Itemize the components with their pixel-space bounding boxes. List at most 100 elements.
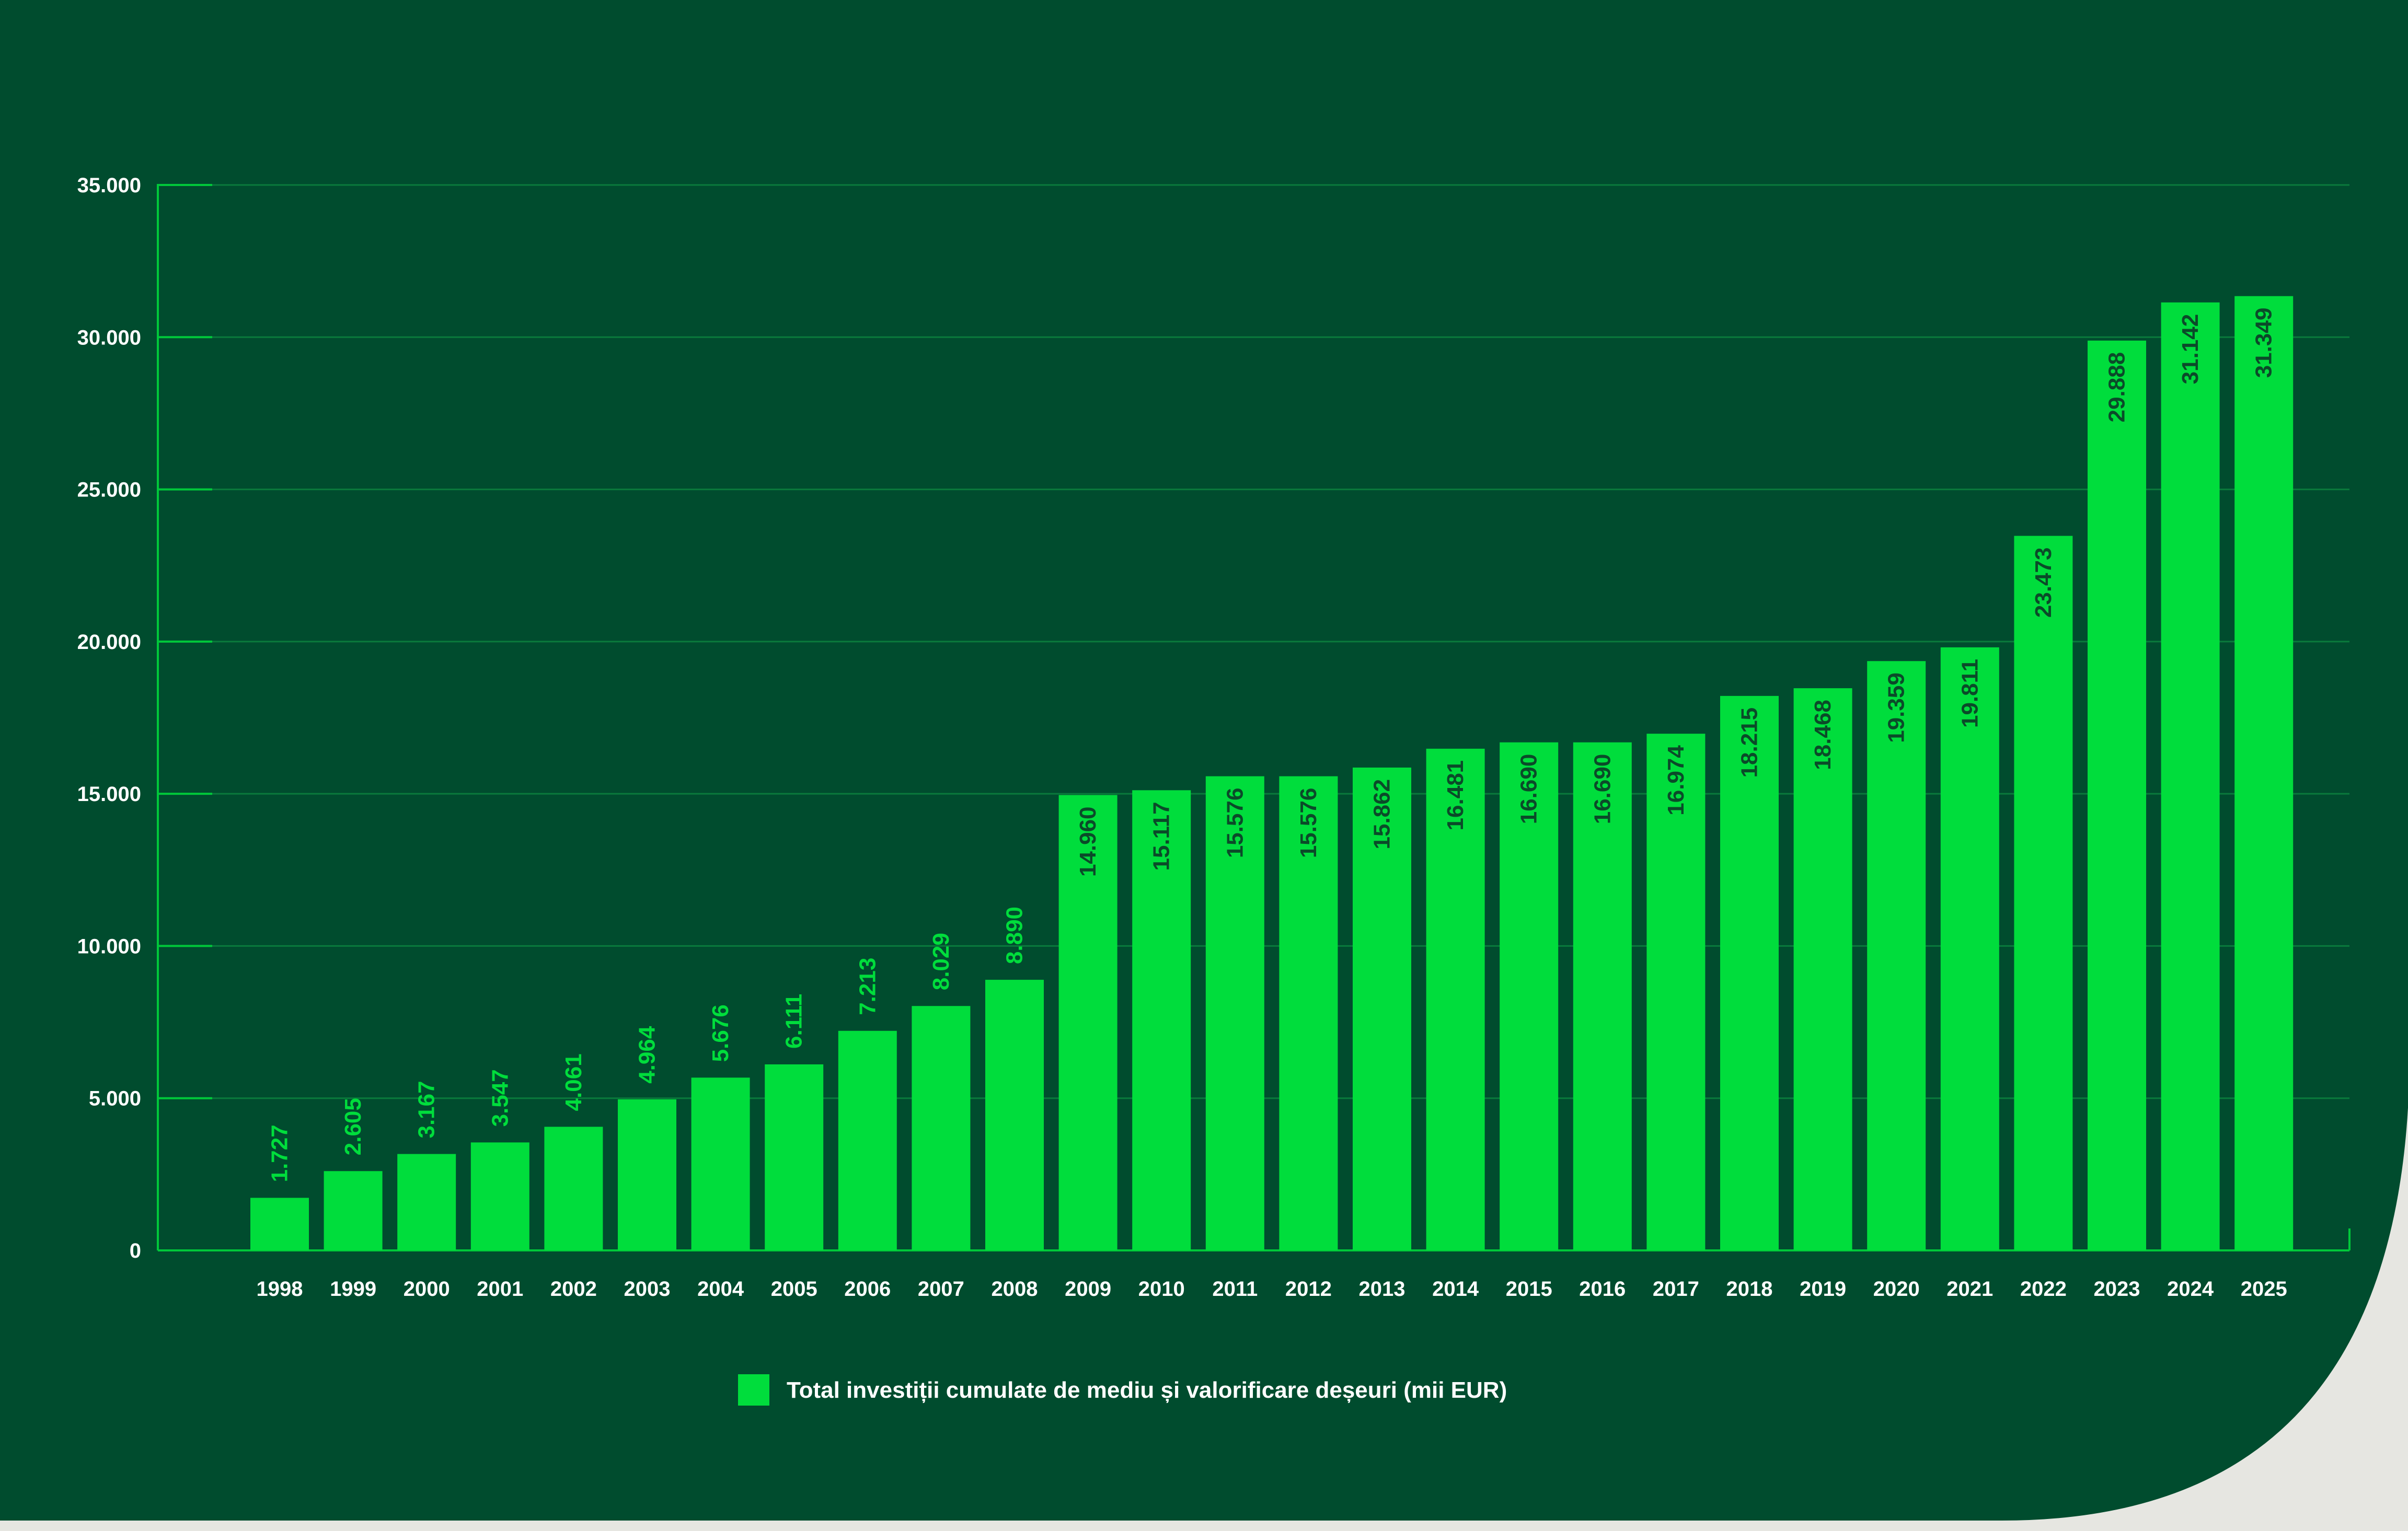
y-tick-label: 30.000 <box>77 326 141 349</box>
legend-label: Total investiții cumulate de mediu și va… <box>787 1377 1507 1403</box>
x-tick-label: 2003 <box>624 1278 671 1301</box>
x-tick-label: 2024 <box>2167 1278 2214 1301</box>
bar-2001 <box>470 1142 529 1250</box>
bar-2017 <box>1646 734 1706 1250</box>
bar-2016 <box>1573 742 1632 1250</box>
x-tick-label: 2010 <box>1138 1278 1185 1301</box>
y-tick-label: 20.000 <box>77 631 141 654</box>
x-tick-label: 2023 <box>2094 1278 2140 1301</box>
value-label-2003: 4.964 <box>635 1026 660 1084</box>
data-labels: 1.727 2.605 3.167 3.547 4.061 4.964 5.676 6.111… <box>267 308 2277 1182</box>
bar-2015 <box>1500 742 1559 1250</box>
value-label-2010: 15.117 <box>1149 802 1174 871</box>
x-tick-label: 2011 <box>1212 1278 1258 1301</box>
value-label-2018: 18.215 <box>1737 707 1762 778</box>
y-tick-label: 10.000 <box>77 935 141 958</box>
x-tick-label: 2002 <box>550 1278 597 1301</box>
value-label-2021: 19.811 <box>1957 659 1983 728</box>
bar-2002 <box>544 1127 603 1250</box>
x-tick-label: 2021 <box>1946 1278 1993 1301</box>
legend: Total investiții cumulate de mediu și va… <box>738 1374 1507 1406</box>
y-tick-label: 15.000 <box>77 783 141 806</box>
bar-2013 <box>1353 767 1411 1250</box>
value-label-2002: 4.061 <box>561 1053 586 1111</box>
bar-1998 <box>250 1198 309 1250</box>
x-tick-label: 2017 <box>1653 1278 1699 1301</box>
bar-2023 <box>2088 340 2146 1250</box>
x-tick-label: 1999 <box>330 1278 376 1301</box>
x-tick-label: 2014 <box>1432 1278 1479 1301</box>
value-label-2004: 5.676 <box>708 1004 733 1062</box>
value-label-2016: 16.690 <box>1589 754 1615 825</box>
bar-2006 <box>838 1030 897 1250</box>
x-tick-label: 2004 <box>697 1278 744 1301</box>
value-label-2008: 8.890 <box>1002 907 1028 964</box>
bar-2003 <box>618 1099 676 1250</box>
bar-2014 <box>1426 748 1485 1250</box>
value-label-2012: 15.576 <box>1296 788 1321 859</box>
bar-2007 <box>912 1006 971 1250</box>
bar-2009 <box>1058 795 1117 1250</box>
value-label-1999: 2.605 <box>340 1098 366 1155</box>
value-label-2006: 7.213 <box>855 958 880 1015</box>
x-tick-label: 2009 <box>1065 1278 1111 1301</box>
bar-2008 <box>985 980 1044 1250</box>
value-label-2025: 31.349 <box>2251 308 2277 378</box>
y-tick-label: 0 <box>130 1239 141 1262</box>
x-tick-label: 2012 <box>1285 1278 1332 1301</box>
x-tick-label: 2008 <box>992 1278 1038 1301</box>
value-label-2022: 23.473 <box>2031 548 2056 618</box>
bar-2021 <box>1940 647 1999 1250</box>
value-label-1998: 1.727 <box>267 1124 293 1182</box>
x-tick-label: 2001 <box>477 1278 523 1301</box>
bar-2004 <box>691 1077 750 1250</box>
value-label-2000: 3.167 <box>414 1081 440 1138</box>
bar-2005 <box>765 1064 824 1250</box>
x-tick-label: 2022 <box>2020 1278 2067 1301</box>
y-tick-labels: 0 5.000 10.000 15.000 20.000 25.000 30.000 35.0… <box>77 174 141 1262</box>
value-label-2024: 31.142 <box>2177 314 2203 385</box>
bar-1999 <box>324 1171 383 1250</box>
x-tick-label: 1998 <box>257 1278 303 1301</box>
bar-2024 <box>2161 302 2220 1250</box>
bars <box>250 296 2294 1251</box>
x-tick-label: 2020 <box>1873 1278 1920 1301</box>
value-label-2007: 8.029 <box>928 933 954 990</box>
x-tick-label: 2007 <box>918 1278 964 1301</box>
value-label-2001: 3.547 <box>487 1069 513 1127</box>
legend-swatch <box>738 1374 769 1406</box>
x-tick-label: 2013 <box>1359 1278 1405 1301</box>
value-label-2011: 15.576 <box>1222 788 1248 859</box>
y-tick-label: 5.000 <box>89 1087 141 1110</box>
bar-2010 <box>1132 790 1191 1250</box>
value-label-2017: 16.974 <box>1663 745 1689 816</box>
bar-2019 <box>1793 688 1852 1250</box>
bar-2018 <box>1720 695 1779 1250</box>
value-label-2020: 19.359 <box>1884 672 1909 743</box>
x-tick-label: 2025 <box>2241 1278 2287 1301</box>
x-tick-label: 2016 <box>1579 1278 1626 1301</box>
value-label-2019: 18.468 <box>1810 700 1836 770</box>
y-tick-label: 25.000 <box>77 479 141 502</box>
y-tick-label: 35.000 <box>77 174 141 197</box>
value-label-2013: 15.862 <box>1369 779 1395 850</box>
x-tick-labels: 1998 1999 2000 2001 2002 2003 2004 2005 2006 2007… <box>257 1278 2287 1301</box>
x-tick-label: 2015 <box>1506 1278 1552 1301</box>
value-label-2015: 16.690 <box>1516 754 1542 825</box>
value-label-2005: 6.111 <box>781 994 807 1049</box>
bar-2022 <box>2014 536 2073 1250</box>
value-label-2023: 29.888 <box>2104 352 2130 423</box>
bar-2011 <box>1205 776 1264 1250</box>
x-tick-label: 2005 <box>771 1278 817 1301</box>
x-tick-label: 2000 <box>404 1278 450 1301</box>
value-label-2014: 16.481 <box>1443 760 1468 831</box>
bar-2000 <box>397 1154 456 1250</box>
x-tick-label: 2019 <box>1800 1278 1846 1301</box>
value-label-2009: 14.960 <box>1075 806 1101 877</box>
x-tick-label: 2006 <box>844 1278 891 1301</box>
bar-2012 <box>1279 776 1338 1250</box>
bar-2025 <box>2234 296 2294 1251</box>
x-tick-label: 2018 <box>1726 1278 1773 1301</box>
